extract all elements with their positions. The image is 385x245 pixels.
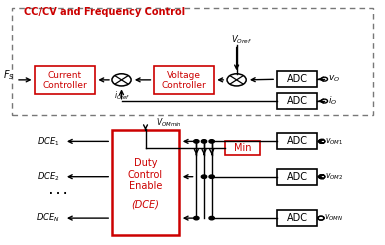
Bar bbox=[225, 141, 259, 155]
Bar bbox=[112, 130, 179, 234]
Text: $DCE_2$: $DCE_2$ bbox=[37, 171, 60, 183]
Text: Min: Min bbox=[234, 143, 251, 153]
Bar bbox=[12, 8, 373, 115]
Text: ADC: ADC bbox=[286, 96, 308, 106]
Text: Duty
Control
Enable: Duty Control Enable bbox=[128, 158, 163, 192]
Circle shape bbox=[209, 140, 214, 143]
Circle shape bbox=[201, 140, 207, 143]
Bar bbox=[277, 71, 317, 87]
Text: $V_{Oref}$: $V_{Oref}$ bbox=[231, 33, 252, 46]
Text: ADC: ADC bbox=[286, 74, 308, 84]
Circle shape bbox=[209, 175, 214, 178]
Bar bbox=[154, 66, 214, 95]
Text: $F_S$: $F_S$ bbox=[3, 68, 14, 82]
Text: $V_{OMmin}$: $V_{OMmin}$ bbox=[156, 116, 182, 129]
Text: $DCE_1$: $DCE_1$ bbox=[37, 135, 60, 148]
Text: CC/CV and Frequency Control: CC/CV and Frequency Control bbox=[24, 7, 185, 17]
Text: $v_{OM1}$: $v_{OM1}$ bbox=[325, 136, 343, 147]
Circle shape bbox=[201, 175, 207, 178]
Text: $i_{Oref}$: $i_{Oref}$ bbox=[114, 89, 131, 102]
Text: ADC: ADC bbox=[286, 213, 308, 223]
Text: ADC: ADC bbox=[286, 136, 308, 146]
Circle shape bbox=[209, 216, 214, 220]
Bar bbox=[277, 134, 317, 149]
Text: $v_O$: $v_O$ bbox=[328, 74, 340, 84]
Text: Current
Controller: Current Controller bbox=[43, 71, 87, 90]
Bar bbox=[277, 93, 317, 109]
Text: · · ·: · · · bbox=[49, 189, 67, 199]
Text: $i_O$: $i_O$ bbox=[328, 95, 337, 107]
Circle shape bbox=[194, 140, 199, 143]
Bar bbox=[35, 66, 95, 95]
Bar bbox=[277, 210, 317, 226]
Circle shape bbox=[194, 216, 199, 220]
Text: $v_{OMN}$: $v_{OMN}$ bbox=[324, 213, 343, 223]
Text: ADC: ADC bbox=[286, 172, 308, 182]
Bar bbox=[277, 169, 317, 185]
Text: Voltage
Controller: Voltage Controller bbox=[161, 71, 206, 90]
Text: $DCE_N$: $DCE_N$ bbox=[36, 212, 60, 224]
Text: (DCE): (DCE) bbox=[132, 199, 159, 209]
Text: $v_{OM2}$: $v_{OM2}$ bbox=[325, 172, 343, 182]
